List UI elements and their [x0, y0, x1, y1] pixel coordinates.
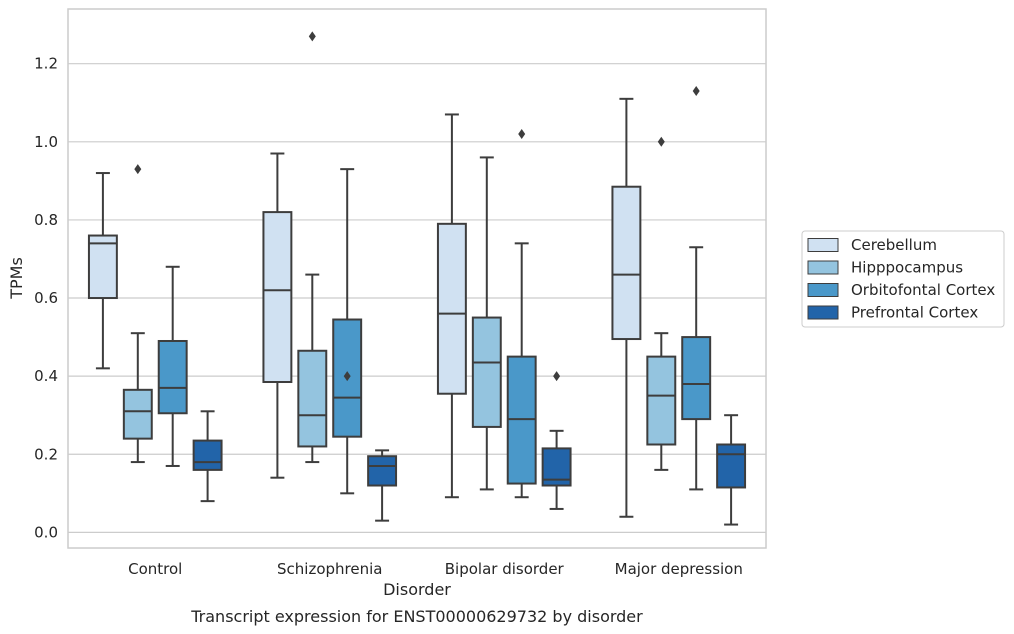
box-hipppocampus	[646, 136, 677, 471]
box-iqr	[471, 316, 502, 428]
y-tick-label: 1.2	[34, 55, 58, 73]
box-iqr	[262, 211, 293, 384]
box-prefrontal-cortex	[192, 410, 223, 503]
box-cerebellum	[611, 97, 642, 518]
legend-label: Orbitofontal Cortex	[851, 281, 995, 299]
box-iqr	[681, 336, 712, 421]
box-prefrontal-cortex	[716, 414, 747, 526]
legend-swatch	[807, 305, 839, 320]
box-hipppocampus	[122, 164, 153, 464]
legend-swatch	[807, 260, 839, 275]
box-iqr	[297, 349, 328, 448]
y-tick-label: 0.6	[34, 289, 58, 307]
legend-frame	[801, 230, 1005, 328]
x-axis-label: Disorder	[383, 580, 451, 599]
box-cerebellum	[436, 113, 467, 499]
box-iqr	[192, 439, 223, 471]
box-iqr	[122, 388, 153, 440]
legend-label: Hipppocampus	[851, 259, 963, 277]
y-axis-ticks: 0.0 0.2 0.4 0.6 0.8 1.0 1.2	[34, 55, 58, 542]
outlier-point	[657, 136, 665, 147]
outlier-point	[343, 371, 351, 382]
x-tick-label: Control	[128, 560, 182, 578]
box-iqr	[436, 222, 467, 395]
x-tick-label: Bipolar disorder	[445, 560, 565, 578]
outlier-point	[692, 86, 700, 97]
box-iqr	[157, 339, 188, 415]
y-tick-label: 0.0	[34, 523, 58, 541]
legend-label: Cerebellum	[851, 236, 937, 254]
chart-caption: Transcript expression for ENST0000062973…	[190, 607, 643, 626]
box-iqr	[716, 443, 747, 489]
y-tick-label: 0.4	[34, 367, 58, 385]
box-prefrontal-cortex	[541, 371, 572, 510]
legend: Cerebellum Hipppocampus Orbitofontal Corte…	[801, 230, 1005, 328]
outlier-point	[518, 128, 526, 139]
outlier-point	[553, 371, 561, 382]
box-iqr	[646, 355, 677, 446]
plot-area-frame	[67, 8, 767, 549]
box-hipppocampus	[297, 31, 328, 464]
outlier-point	[308, 31, 316, 42]
box-hipppocampus	[471, 156, 502, 491]
x-tick-label: Schizophrenia	[277, 560, 382, 578]
box-iqr	[611, 185, 642, 341]
box-cerebellum	[87, 172, 118, 370]
box-orbitofontal-cortex	[157, 265, 188, 467]
y-tick-label: 1.0	[34, 133, 58, 151]
box-orbitofontal-cortex	[332, 168, 363, 495]
legend-swatch	[807, 238, 839, 252]
box-orbitofontal-cortex	[681, 86, 712, 491]
box-cerebellum	[262, 152, 293, 479]
x-tick-label: Major depression	[615, 560, 743, 578]
legend-swatch	[807, 283, 839, 297]
y-axis-label: TPMs	[7, 257, 26, 300]
legend-label: Prefrontal Cortex	[851, 304, 978, 322]
x-axis-ticks: Control Schizophrenia Bipolar disorder Majo…	[128, 560, 743, 578]
outlier-point	[134, 164, 142, 175]
box-prefrontal-cortex	[367, 449, 398, 522]
box-iqr	[367, 455, 398, 487]
y-tick-label: 0.2	[34, 445, 58, 463]
box-series-group	[87, 31, 747, 526]
y-tick-label: 0.8	[34, 211, 58, 229]
box-orbitofontal-cortex	[506, 128, 537, 499]
box-iqr	[87, 234, 118, 300]
